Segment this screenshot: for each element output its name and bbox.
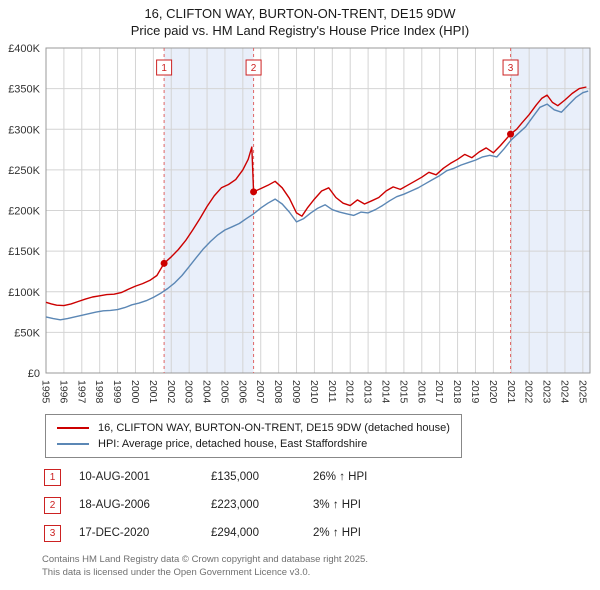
x-axis-tick-label: 2005	[218, 380, 230, 404]
license-footer: Contains HM Land Registry data © Crown c…	[42, 553, 600, 580]
sale-marker-dot	[250, 188, 258, 196]
page-subtitle: Price paid vs. HM Land Registry's House …	[130, 22, 470, 38]
x-axis-tick-label: 2015	[397, 380, 409, 404]
transaction-number-badge: 3	[44, 524, 61, 542]
chart-legend: 16, CLIFTON WAY, BURTON-ON-TRENT, DE15 9…	[45, 413, 462, 458]
x-axis-tick-label: 2003	[183, 380, 195, 404]
title-block: 16, CLIFTON WAY, BURTON-ON-TRENT, DE15 9…	[0, 0, 600, 40]
y-axis-tick-label: £50K	[14, 327, 40, 339]
legend-label-property: 16, CLIFTON WAY, BURTON-ON-TRENT, DE15 9…	[98, 421, 450, 434]
transaction-number-badge: 2	[44, 496, 61, 514]
x-axis-tick-label: 2006	[236, 380, 248, 404]
x-axis-tick-label: 1995	[40, 380, 52, 404]
x-axis-tick-label: 2017	[433, 380, 445, 404]
legend-item-hpi: HPI: Average price, detached house, East…	[57, 436, 450, 452]
x-axis-tick-label: 2012	[344, 380, 356, 404]
plot-border	[45, 47, 591, 374]
transaction-price: £294,000	[211, 527, 259, 540]
y-axis-tick-label: £400K	[8, 43, 40, 55]
x-axis-tick-label: 2025	[576, 380, 588, 404]
x-axis-tick-label: 2008	[272, 380, 284, 404]
legend-label-hpi: HPI: Average price, detached house, East…	[98, 437, 368, 450]
transaction-number-badge: 1	[44, 468, 61, 486]
x-axis-tick-label: 2016	[415, 380, 427, 404]
y-axis-tick-label: £300K	[8, 124, 40, 136]
footer-line-1: Contains HM Land Registry data © Crown c…	[42, 553, 368, 565]
transaction-date: 17-DEC-2020	[79, 527, 150, 540]
x-axis-tick-label: 2009	[290, 380, 302, 404]
x-axis-tick-label: 2000	[129, 380, 141, 404]
sale-marker-box	[245, 59, 262, 76]
legend-item-property: 16, CLIFTON WAY, BURTON-ON-TRENT, DE15 9…	[57, 420, 450, 436]
sale-marker-box	[502, 59, 519, 76]
x-axis-tick-label: 2010	[308, 380, 320, 404]
hpi-line-swatch	[57, 442, 89, 445]
transaction-hpi-delta: 2% ↑ HPI	[313, 527, 361, 540]
x-axis-tick-label: 2024	[558, 380, 570, 404]
transaction-row: 3 17-DEC-2020 £294,000 2% ↑ HPI	[44, 524, 600, 542]
x-axis-tick-label: 2002	[165, 380, 177, 404]
sale-marker-number: 1	[161, 63, 167, 74]
x-axis-tick-label: 1998	[93, 380, 105, 404]
transaction-hpi-delta: 26% ↑ HPI	[313, 471, 368, 484]
transaction-row: 1 10-AUG-2001 £135,000 26% ↑ HPI	[44, 468, 600, 486]
page-title: 16, CLIFTON WAY, BURTON-ON-TRENT, DE15 9…	[144, 6, 456, 21]
x-axis-tick-label: 1999	[111, 380, 123, 404]
x-axis-tick-label: 2011	[326, 380, 338, 403]
sale-marker-dot	[160, 259, 168, 267]
transaction-price: £135,000	[211, 471, 259, 484]
x-axis-tick-label: 1997	[75, 380, 87, 404]
x-axis-tick-label: 2001	[147, 380, 159, 404]
transaction-date: 18-AUG-2006	[79, 499, 150, 512]
sale-marker-dot	[507, 130, 515, 138]
price-history-chart: 1995 1996 1997 1998 1999 2000 2001 2002 2003 2004…	[8, 43, 591, 404]
x-axis-tick-label: 2018	[451, 380, 463, 404]
x-axis-tick-label: 2007	[254, 380, 266, 404]
transaction-date: 10-AUG-2001	[79, 471, 150, 484]
x-axis-tick-label: 2019	[469, 380, 481, 404]
y-axis-tick-label: £150K	[8, 246, 40, 258]
sale-marker-number: 2	[251, 63, 257, 74]
x-axis-tick-label: 2014	[380, 380, 392, 404]
hpi-line	[45, 90, 589, 321]
property-line-swatch	[57, 426, 89, 429]
transaction-hpi-delta: 3% ↑ HPI	[313, 499, 361, 512]
sale-marker-number: 3	[508, 63, 514, 74]
x-axis-tick-label: 2023	[541, 380, 553, 404]
x-axis-tick-label: 2020	[487, 380, 499, 404]
y-axis-tick-label: £200K	[8, 205, 40, 217]
transaction-row: 2 18-AUG-2006 £223,000 3% ↑ HPI	[44, 496, 600, 514]
footer-line-2: This data is licensed under the Open Gov…	[42, 567, 311, 579]
sale-marker-box	[156, 59, 173, 76]
y-axis-tick-label: £0	[28, 368, 40, 380]
x-axis-tick-label: 2004	[201, 380, 213, 404]
price-paid-line	[45, 86, 587, 307]
x-axis-tick-label: 2013	[362, 380, 374, 404]
transaction-price: £223,000	[211, 499, 259, 512]
y-axis-tick-label: £250K	[8, 165, 40, 177]
x-axis-tick-label: 2021	[505, 380, 517, 404]
x-axis-tick-label: 1996	[57, 380, 69, 404]
x-axis-tick-label: 2022	[523, 380, 535, 404]
y-axis-tick-label: £100K	[8, 287, 40, 299]
y-axis-tick-label: £350K	[8, 83, 40, 95]
transactions-table: 1 10-AUG-2001 £135,000 26% ↑ HPI 2 18-AU…	[44, 468, 600, 542]
